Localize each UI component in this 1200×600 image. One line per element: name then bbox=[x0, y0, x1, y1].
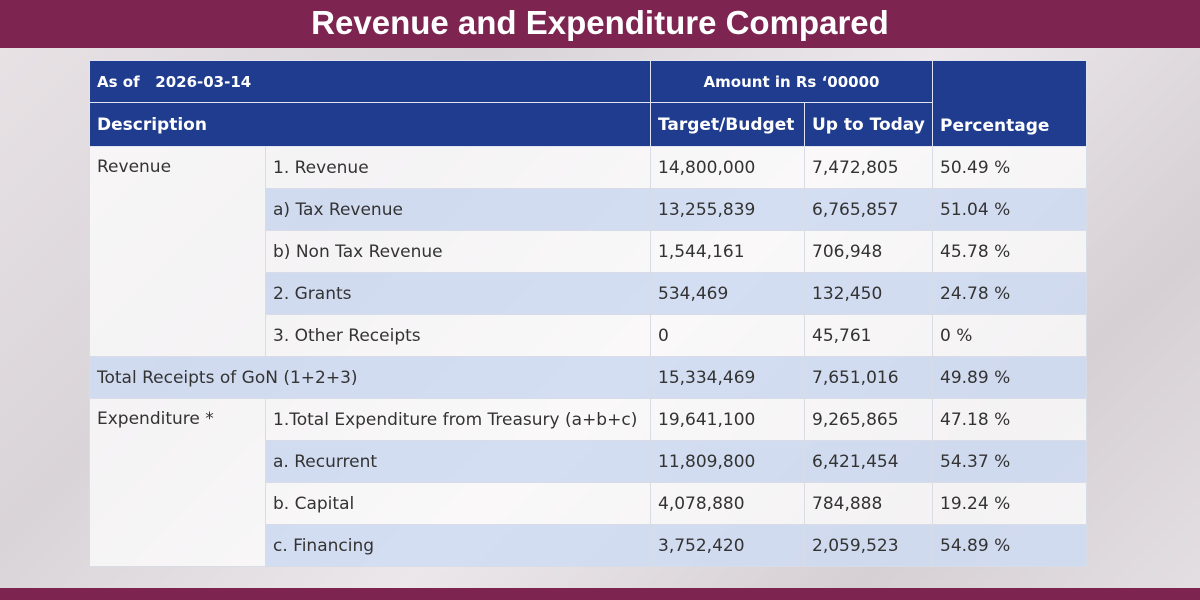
as-of-label: As of bbox=[97, 72, 140, 91]
target-cell: 0 bbox=[650, 314, 805, 357]
target-cell: 534,469 bbox=[650, 272, 805, 315]
percentage-cell: 45.78 % bbox=[932, 230, 1088, 273]
table-body: Revenue 1. Revenue 14,800,000 7,472,805 50.4… bbox=[89, 146, 1088, 567]
table-row: a) Tax Revenue 13,255,839 6,765,857 51.04 % bbox=[90, 188, 1088, 231]
today-cell: 7,472,805 bbox=[803, 146, 934, 189]
percentage-cell: 50.49 % bbox=[932, 146, 1088, 189]
data-table: As of 2026-03-14 Amount in Rs ‘00000 Per… bbox=[89, 60, 1088, 567]
item-label: b) Non Tax Revenue bbox=[265, 230, 651, 273]
target-cell: 15,334,469 bbox=[650, 356, 805, 399]
table-row: b. Capital 4,078,880 784,888 19.24 % bbox=[90, 482, 1088, 525]
today-cell: 6,765,857 bbox=[803, 188, 934, 231]
item-label: 3. Other Receipts bbox=[265, 314, 651, 357]
item-label: a. Recurrent bbox=[265, 440, 651, 483]
item-label: a) Tax Revenue bbox=[265, 188, 651, 231]
table-row: 3. Other Receipts 0 45,761 0 % bbox=[90, 314, 1088, 357]
today-cell: 9,265,865 bbox=[803, 398, 934, 441]
today-cell: 2,059,523 bbox=[803, 524, 934, 567]
amount-header: Amount in Rs ‘00000 bbox=[649, 60, 934, 103]
percentage-cell: 49.89 % bbox=[932, 356, 1088, 399]
title: Revenue and Expenditure Compared bbox=[0, 0, 1200, 48]
today-cell: 132,450 bbox=[803, 272, 934, 315]
table-row: 2. Grants 534,469 132,450 24.78 % bbox=[90, 272, 1088, 315]
column-header: Up to Today bbox=[803, 102, 934, 147]
percentage-cell: 54.37 % bbox=[932, 440, 1088, 483]
as-of-date: 2026-03-14 bbox=[155, 72, 252, 91]
table-row: c. Financing 3,752,420 2,059,523 54.89 % bbox=[90, 524, 1088, 567]
column-header: Percentage bbox=[932, 60, 1088, 147]
item-label: 1.Total Expenditure from Treasury (a+b+c… bbox=[265, 398, 651, 441]
percentage-cell: 54.89 % bbox=[932, 524, 1088, 567]
today-cell: 784,888 bbox=[803, 482, 934, 525]
table-row: a. Recurrent 11,809,800 6,421,454 54.37 % bbox=[90, 440, 1088, 483]
group-label: Revenue bbox=[89, 146, 266, 357]
table-row: Total Receipts of GoN (1+2+3) 15,334,469 7… bbox=[89, 356, 1088, 399]
percentage-cell: 0 % bbox=[932, 314, 1088, 357]
target-cell: 4,078,880 bbox=[650, 482, 805, 525]
as-of-cell: As of 2026-03-14 bbox=[89, 60, 651, 103]
item-label: c. Financing bbox=[265, 524, 651, 567]
target-cell: 1,544,161 bbox=[650, 230, 805, 273]
item-label: 1. Revenue bbox=[265, 146, 651, 189]
table-row: b) Non Tax Revenue 1,544,161 706,948 45.78 … bbox=[90, 230, 1088, 273]
percentage-cell: 47.18 % bbox=[932, 398, 1088, 441]
target-cell: 11,809,800 bbox=[650, 440, 805, 483]
table-row: Revenue 1. Revenue 14,800,000 7,472,805 50.4… bbox=[89, 146, 1088, 357]
percentage-cell: 24.78 % bbox=[932, 272, 1088, 315]
item-label: b. Capital bbox=[265, 482, 651, 525]
item-label: 2. Grants bbox=[265, 272, 651, 315]
today-cell: 7,651,016 bbox=[803, 356, 934, 399]
target-cell: 13,255,839 bbox=[650, 188, 805, 231]
target-cell: 19,641,100 bbox=[650, 398, 805, 441]
target-cell: 14,800,000 bbox=[650, 146, 805, 189]
table-row: Expenditure * 1.Total Expenditure from Tr… bbox=[89, 398, 1088, 567]
percentage-cell: 51.04 % bbox=[932, 188, 1088, 231]
row-label: Total Receipts of GoN (1+2+3) bbox=[89, 356, 651, 399]
target-cell: 3,752,420 bbox=[650, 524, 805, 567]
percentage-cell: 19.24 % bbox=[932, 482, 1088, 525]
column-header: Description bbox=[89, 102, 651, 147]
footer-bar bbox=[0, 588, 1200, 600]
today-cell: 706,948 bbox=[803, 230, 934, 273]
column-header: Target/Budget bbox=[650, 102, 805, 147]
group-label: Expenditure * bbox=[89, 398, 266, 567]
today-cell: 45,761 bbox=[803, 314, 934, 357]
today-cell: 6,421,454 bbox=[803, 440, 934, 483]
